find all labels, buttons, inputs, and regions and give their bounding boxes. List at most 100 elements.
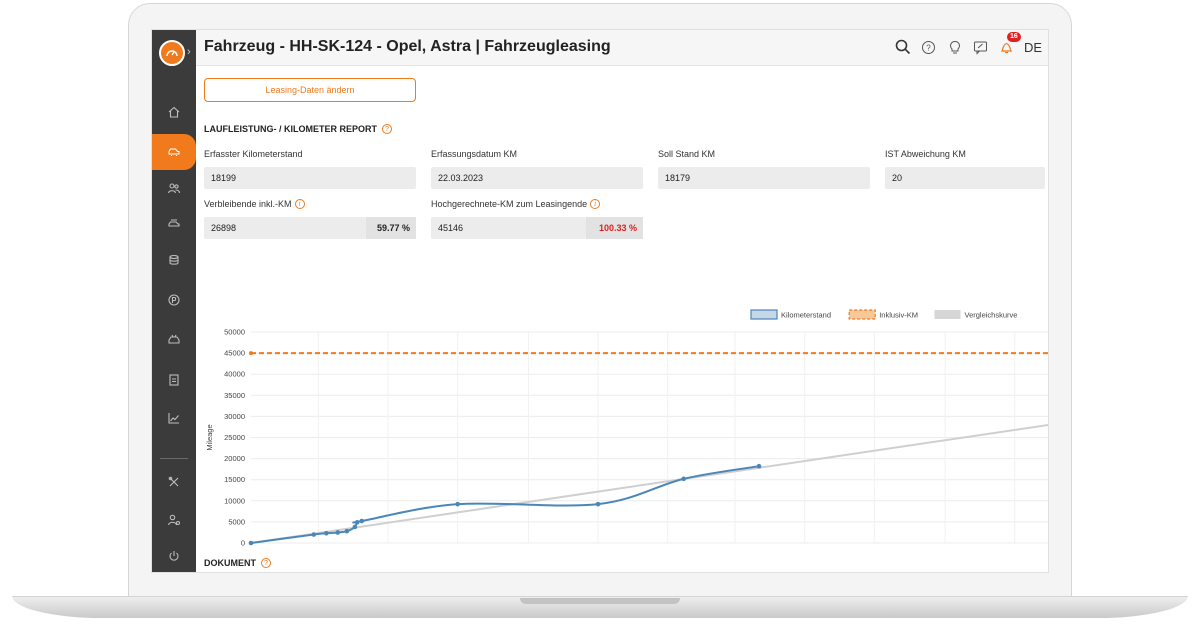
tools-icon — [168, 476, 179, 487]
chart-icon — [168, 413, 179, 424]
svg-text:?: ? — [927, 43, 932, 52]
y-tick-label: 0 — [241, 539, 245, 547]
sidebar-item-finance[interactable] — [152, 242, 196, 278]
top-header: Fahrzeug - HH-SK-124 - Opel, Astra | Fah… — [196, 30, 1048, 66]
app-logo[interactable] — [159, 40, 185, 66]
kilometerstand-point — [335, 530, 341, 535]
y-tick-label: 50000 — [224, 328, 245, 337]
legend-swatch-kilometerstand — [750, 309, 778, 320]
report-title: LAUFLEISTUNG- / KILOMETER REPORT — [204, 124, 377, 134]
legend-swatch-inklusiv-km — [848, 309, 876, 320]
kilometerstand-point — [248, 540, 254, 546]
kilometerstand-point — [344, 528, 350, 534]
edit-leasing-data-button[interactable]: Leasing-Daten ändern — [204, 78, 416, 102]
page-title: Fahrzeug - HH-SK-124 - Opel, Astra | Fah… — [204, 38, 611, 55]
kilometerstand-point — [324, 530, 329, 536]
contract-icon — [169, 374, 179, 386]
ist-field: 20 — [885, 167, 1045, 189]
y-tick-label: 5000 — [228, 517, 245, 526]
y-tick-label: 35000 — [224, 391, 245, 400]
kilometerstand-point — [359, 518, 365, 524]
hochgerechnet-label-text: Hochgerechnete-KM zum Leasingende — [431, 199, 588, 209]
verbleibend-label-text: Verbleibende inkl.-KM — [204, 199, 292, 209]
search-icon[interactable] — [894, 38, 912, 56]
hochgerechnet-label: Hochgerechnete-KM zum Leasingende i — [431, 199, 601, 209]
users-icon — [167, 183, 181, 194]
soll-field: 18179 — [658, 167, 870, 189]
sidebar-item-reports[interactable] — [152, 400, 196, 436]
car-damage-icon — [168, 334, 180, 344]
legend-label: Inklusiv-KM — [879, 311, 918, 320]
verbleibend-info-icon[interactable]: i — [294, 199, 305, 209]
ist-label: IST Abweichung KM — [885, 149, 966, 159]
series-vergleichskurve — [250, 423, 1048, 544]
mileage-chart: 5000045000400003500030000250002000015000… — [205, 309, 1048, 547]
notification-badge: 16 — [1006, 32, 1021, 42]
laptop-notch — [520, 598, 680, 604]
hochgerechnet-percent: 100.33 % — [586, 217, 643, 239]
y-tick-label: 40000 — [224, 370, 245, 379]
y-tick-label: 45000 — [224, 349, 245, 358]
kilometerstand-point — [455, 501, 460, 507]
speedometer-icon — [166, 50, 178, 57]
help-icon[interactable]: ? — [920, 38, 938, 56]
verbleibend-label: Verbleibende inkl.-KM i — [204, 199, 305, 209]
sidebar-item-tools[interactable] — [152, 464, 196, 500]
sidebar-item-fleet[interactable] — [152, 206, 196, 242]
laptop-base — [12, 596, 1188, 618]
language-selector[interactable]: DE — [1023, 39, 1042, 55]
y-tick-label: 10000 — [224, 496, 245, 505]
app-screen: › — [151, 29, 1049, 573]
datum-label: Erfassungsdatum KM — [431, 149, 518, 159]
feedback-icon[interactable] — [972, 38, 990, 56]
sidebar-divider — [160, 458, 188, 459]
main-content: Leasing-Daten ändern LAUFLEISTUNG- / KIL… — [196, 66, 1048, 572]
report-help-icon[interactable]: ? — [382, 124, 392, 134]
kilometerstand-point — [595, 501, 601, 507]
erfasster-field: 18199 — [204, 167, 416, 189]
sidebar-item-logout[interactable] — [152, 538, 196, 572]
inklusiv-km-point — [249, 351, 253, 356]
parking-icon — [168, 294, 180, 306]
coins-icon — [169, 254, 179, 265]
car-swap-icon — [168, 219, 180, 227]
sidebar-item-damage[interactable] — [152, 322, 196, 358]
header-icons: ? 16 DE — [894, 32, 1042, 56]
document-help-icon[interactable]: ? — [261, 558, 271, 568]
y-axis-title: Mileage — [205, 424, 214, 450]
kilometerstand-point — [681, 476, 686, 482]
y-tick-label: 25000 — [224, 433, 245, 442]
car-icon — [168, 148, 180, 157]
legend-swatch-vergleichskurve — [934, 310, 961, 319]
lightbulb-icon[interactable] — [946, 38, 964, 56]
verbleibend-field: 26898 — [204, 217, 366, 239]
sidebar-item-vehicles[interactable] — [152, 134, 196, 170]
hochgerechnet-field: 45146 — [431, 217, 586, 239]
report-section-title: LAUFLEISTUNG- / KILOMETER REPORT ? — [204, 124, 392, 134]
sidebar-item-home[interactable] — [152, 94, 196, 130]
kilometerstand-point — [352, 524, 358, 530]
y-tick-label: 30000 — [224, 412, 245, 421]
y-tick-label: 20000 — [224, 454, 245, 463]
notification-bell-icon[interactable]: 16 — [998, 32, 1021, 56]
sidebar-item-contracts[interactable] — [152, 362, 196, 398]
verbleibend-percent: 59.77 % — [366, 217, 416, 239]
erfasster-label: Erfasster Kilometerstand — [204, 149, 303, 159]
y-tick-label: 15000 — [224, 475, 245, 484]
document-section-title: DOKUMENT ? — [204, 558, 271, 568]
sidebar-item-users[interactable] — [152, 170, 196, 206]
datum-field: 22.03.2023 — [431, 167, 643, 189]
legend-label: Vergleichskurve — [965, 311, 1018, 320]
sidebar-item-user-settings[interactable] — [152, 502, 196, 538]
kilometerstand-point — [311, 532, 317, 537]
kilometerstand-point — [756, 463, 762, 469]
sidebar-item-parking[interactable] — [152, 282, 196, 318]
sidebar: › — [152, 30, 196, 572]
user-gear-icon — [167, 514, 180, 526]
chevron-right-icon[interactable]: › — [187, 46, 191, 58]
soll-label: Soll Stand KM — [658, 149, 716, 159]
power-icon — [169, 551, 179, 561]
legend-label: Kilometerstand — [781, 311, 831, 320]
hochgerechnet-info-icon[interactable]: i — [590, 199, 601, 209]
home-icon — [168, 106, 180, 118]
